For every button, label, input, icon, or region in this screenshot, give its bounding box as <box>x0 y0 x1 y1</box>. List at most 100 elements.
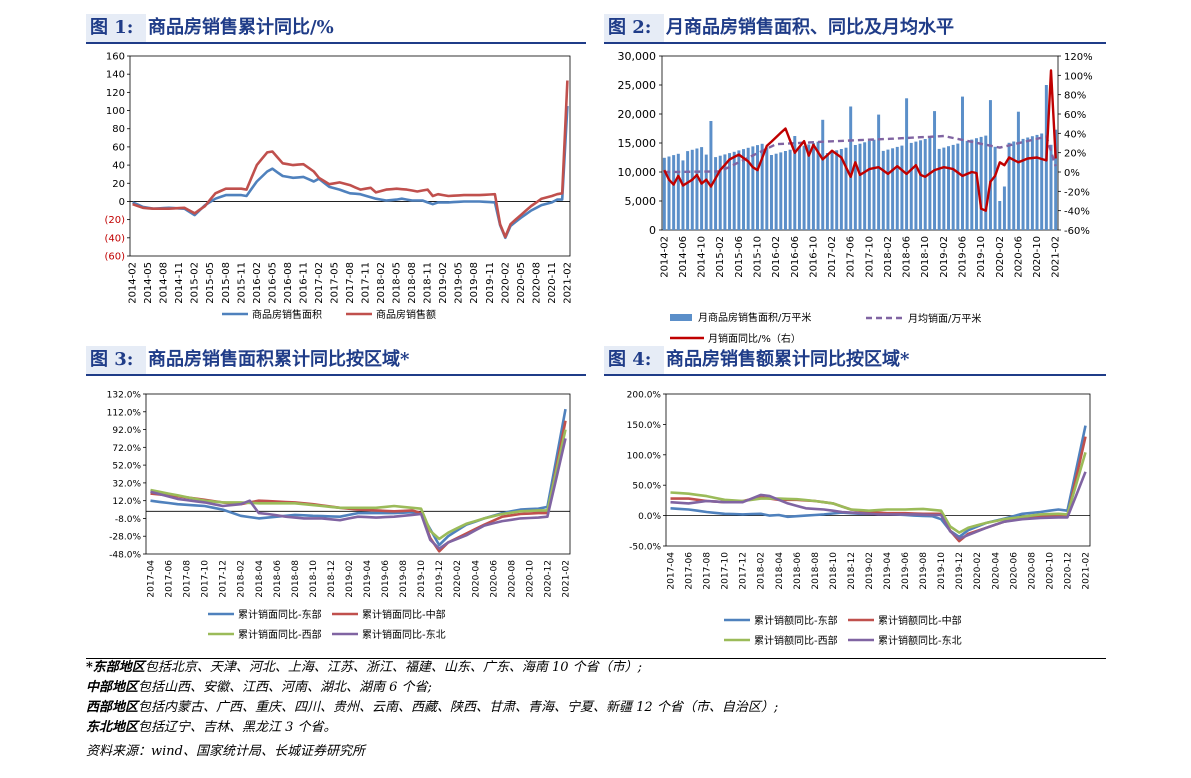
x-tick-label: 2017-06 <box>165 560 175 598</box>
bar <box>821 119 825 230</box>
x-tick-label: 2014-02 <box>128 262 139 304</box>
bar <box>1049 144 1053 230</box>
series-line-2 <box>150 420 567 553</box>
bar <box>909 142 913 230</box>
y-tick-label: 132.0% <box>107 391 142 401</box>
plot-frame <box>665 393 1091 547</box>
x-tick-label: 2019-10 <box>976 236 987 278</box>
bar <box>928 137 932 230</box>
x-tick-label: 2018-11 <box>423 262 434 304</box>
fig1-chart: 160 140 120 100 80 60 40 20 0 (20) (40) (60)2014-02… <box>104 52 573 322</box>
bar <box>728 153 732 230</box>
x-tick-label: 2018-10 <box>829 552 839 590</box>
y-tick-label: 5,000 <box>625 195 657 208</box>
fig3-tag: 图 3: <box>86 346 146 374</box>
legend-label: 累计销额同比-西部 <box>754 634 838 647</box>
bar <box>709 121 713 230</box>
note-northeast-label: 东北地区 <box>86 720 139 735</box>
x-tick-label: 2019-02 <box>939 236 950 278</box>
bar <box>672 155 676 230</box>
bar <box>1054 129 1058 230</box>
bar <box>956 143 960 230</box>
y-tick-label: 0 <box>649 224 656 237</box>
fig1-title-bar: 图 1: 商品房销售累计同比/% <box>86 14 586 44</box>
x-tick-label: 2017-02 <box>827 236 838 278</box>
y-tick-label: 140 <box>106 70 125 81</box>
x-tick-label: 2015-02 <box>190 262 201 304</box>
bar <box>797 147 801 230</box>
x-tick-label: 2019-06 <box>381 560 391 598</box>
note-west: 西部地区包括内蒙古、广西、重庆、四川、贵州、云南、西藏、陕西、甘肃、青海、宁夏、… <box>86 698 778 718</box>
x-tick-label: 2017-12 <box>219 560 229 598</box>
x-tick-label: 2014-05 <box>143 262 154 304</box>
bar <box>970 139 974 230</box>
x-tick-label: 2018-12 <box>327 560 337 598</box>
note-central-label: 中部地区 <box>86 680 139 695</box>
fig3-title-bar: 图 3: 商品房销售面积累计同比按区域* <box>86 346 586 376</box>
x-tick-label: 2020-06 <box>1013 236 1024 278</box>
x-tick-label: 2019-12 <box>435 560 445 598</box>
y-tick-label: 150.0% <box>627 421 662 431</box>
y-tick-label: 52.0% <box>112 462 141 472</box>
bar <box>839 149 843 230</box>
fig4-chart: 200.0% 150.0% 100.0% 50.0% 0.0% -50.0% 2017-04… <box>627 391 1092 648</box>
bar <box>830 151 834 230</box>
x-tick-label: 2016-06 <box>790 236 801 278</box>
x-tick-label: 2018-05 <box>392 262 403 304</box>
panel-fig4: 图 4: 商品房销售额累计同比按区域* 200.0% 150.0% 100.0% 50… <box>604 346 1106 650</box>
bar <box>1040 133 1044 230</box>
x-tick-label: 2021-02 <box>562 262 573 304</box>
fig3-chart: 132.0% 112.0% 92.0% 72.0% 52.0% 32.0% 12.0% -8.… <box>107 391 572 642</box>
bar <box>704 154 708 230</box>
x-tick-label: 2017-10 <box>864 236 875 278</box>
x-tick-label: 2021-02 <box>1081 552 1091 590</box>
x-tick-label: 2020-02 <box>973 552 983 590</box>
y-tick-label: 72.0% <box>112 444 141 454</box>
x-tick-label: 2019-10 <box>937 552 947 590</box>
y-tick-label: 80 <box>112 124 125 135</box>
bar <box>662 157 666 230</box>
bar <box>942 147 946 230</box>
x-tick-label: 2018-02 <box>757 552 767 590</box>
bar <box>746 147 750 230</box>
x-tick-label: 2018-02 <box>376 262 387 304</box>
x-tick-label: 2018-06 <box>793 552 803 590</box>
x-tick-label: 2020-12 <box>543 560 553 598</box>
bar <box>700 147 704 230</box>
y-tick-label: 32.0% <box>112 479 141 489</box>
plot-frame <box>129 55 571 257</box>
bar <box>947 146 951 230</box>
fig2-title-bar: 图 2: 月商品房销售面积、同比及月均水平 <box>604 14 1106 44</box>
bar <box>802 145 806 230</box>
y2-tick-label: 40% <box>1064 129 1086 140</box>
x-tick-label: 2017-12 <box>739 552 749 590</box>
fig2-chart: 0 5,000 10,000 15,000 20,000 25,000 30,000 -60%… <box>618 50 1093 345</box>
notes-divider <box>86 658 1106 659</box>
bar <box>751 146 755 230</box>
bar <box>914 141 918 230</box>
y-tick-label: 120 <box>106 88 125 99</box>
legend-label: 累计销面同比-中部 <box>362 608 446 621</box>
bar <box>872 139 876 230</box>
panel-fig2: 图 2: 月商品房销售面积、同比及月均水平 0 5,000 10,000 15,000… <box>604 14 1106 345</box>
bar <box>676 153 680 230</box>
bar <box>1007 142 1011 230</box>
note-central-text: 包括山西、安徽、江西、河南、湖北、湖南 6 个省; <box>138 680 432 695</box>
bar <box>732 151 736 230</box>
bar <box>807 144 811 230</box>
y-tick-label: 160 <box>106 52 125 63</box>
x-tick-label: 2015-10 <box>753 236 764 278</box>
x-tick-label: 2019-10 <box>417 560 427 598</box>
bar <box>974 138 978 230</box>
x-tick-label: 2014-06 <box>678 236 689 278</box>
x-tick-label: 2020-02 <box>500 262 511 304</box>
y-tick-label: 40 <box>112 161 125 172</box>
x-tick-label: 2016-11 <box>298 262 309 304</box>
fig1-title: 商品房销售累计同比/% <box>148 17 334 38</box>
x-tick-label: 2018-08 <box>407 262 418 304</box>
x-tick-label: 2020-04 <box>991 552 1001 590</box>
x-tick-label: 2018-02 <box>883 236 894 278</box>
x-tick-label: 2019-04 <box>883 552 893 590</box>
x-tick-label: 2016-05 <box>267 262 278 304</box>
x-tick-label: 2021-02 <box>561 560 571 598</box>
